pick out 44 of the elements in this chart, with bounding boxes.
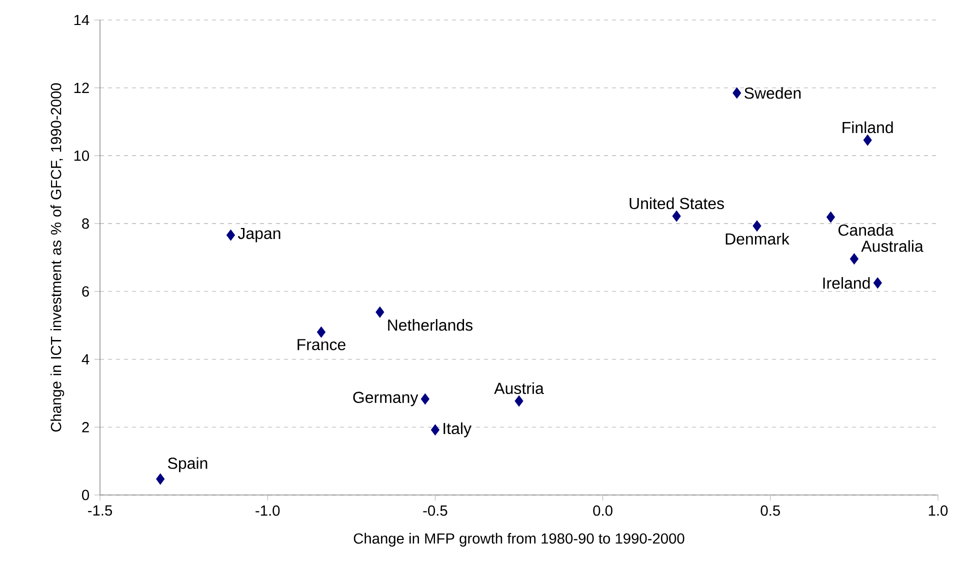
y-tick-label: 4 <box>82 354 90 364</box>
annotation: Germany <box>353 392 418 406</box>
annotation: Italy <box>444 422 472 438</box>
point <box>156 473 165 485</box>
point <box>752 220 762 232</box>
point <box>226 229 236 241</box>
point <box>420 393 430 405</box>
point <box>376 306 384 318</box>
point <box>672 210 681 222</box>
annotation: Spain <box>168 457 208 472</box>
point <box>850 253 858 264</box>
y-tick-label: 0 <box>82 490 90 500</box>
point <box>514 395 524 407</box>
annotation: Sweden <box>744 87 801 99</box>
x-tick-label: 1.0 <box>928 505 948 516</box>
y-axis-title: Change in ICT investment as % of GFCF, 1990-2000 <box>50 83 64 432</box>
annotation: Ireland <box>823 277 870 289</box>
annotation: United States <box>630 197 724 210</box>
y-tick-label: 8 <box>82 218 89 229</box>
y-tick-label: 10 <box>74 150 90 161</box>
annotation: Australia <box>861 240 924 252</box>
point <box>826 212 836 223</box>
point <box>863 134 872 146</box>
x-tick-label: -1.0 <box>256 505 280 516</box>
point <box>430 424 440 436</box>
x-axis-title: Change in MFP growth from 1980-90 to 1990-2000 <box>354 532 684 547</box>
annotation: Finland <box>842 121 893 134</box>
annotation: France <box>298 339 346 350</box>
annotation: Austria <box>494 382 544 394</box>
annotation: Netherlands <box>388 319 473 331</box>
x-tick-label: 0.5 <box>760 505 780 516</box>
annotation: Canada <box>838 224 894 236</box>
x-tick-label: -1.5 <box>88 505 112 516</box>
point <box>732 87 742 99</box>
x-tick-label: -0.5 <box>423 505 448 516</box>
y-tick-label: 2 <box>82 422 89 432</box>
y-tick-label: 6 <box>82 286 89 297</box>
point <box>873 277 882 289</box>
y-tick-label: 14 <box>74 14 90 26</box>
point <box>316 326 326 338</box>
y-tick-label: 12 <box>74 82 89 93</box>
x-tick-label: 0.0 <box>593 505 612 516</box>
annotation: Denmark <box>726 232 790 245</box>
annotation: Japan <box>238 228 280 242</box>
